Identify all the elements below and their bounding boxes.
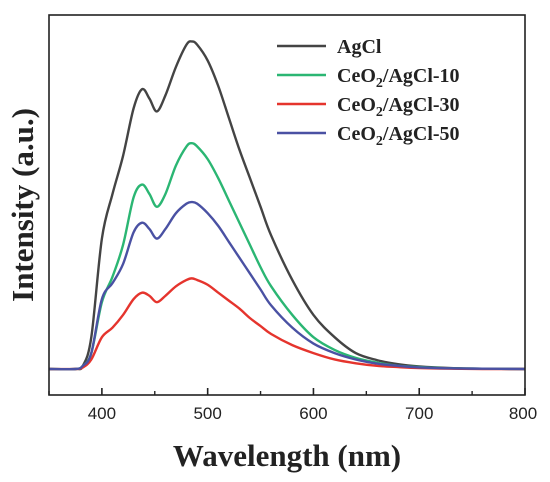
series-line-4 (48, 200, 526, 371)
legend-label-3: CeO2/AgCl-30 (337, 94, 460, 120)
x-tick-label: 400 (88, 404, 116, 423)
series-layer (48, 40, 526, 371)
series-line-1 (48, 40, 526, 371)
series-line-3 (48, 277, 526, 371)
x-tick-label: 500 (193, 404, 221, 423)
series-line-2 (48, 141, 526, 371)
x-tick-label: 800 (509, 404, 537, 423)
legend-label-4: CeO2/AgCl-50 (337, 123, 460, 149)
x-ticks: 400 500 600 700 800 (48, 388, 537, 423)
x-axis-title: Wavelength (nm) (173, 438, 401, 473)
legend: AgCl CeO2/AgCl-10 CeO2/AgCl-30 CeO2/AgCl-50 (277, 36, 460, 149)
x-tick-label: 600 (299, 404, 327, 423)
legend-label-1: AgCl (337, 36, 382, 58)
x-tick-label: 700 (405, 404, 433, 423)
legend-label-2: CeO2/AgCl-10 (337, 65, 460, 91)
plot-frame (48, 14, 526, 396)
y-axis-title: Intensity (a.u.) (5, 108, 40, 302)
